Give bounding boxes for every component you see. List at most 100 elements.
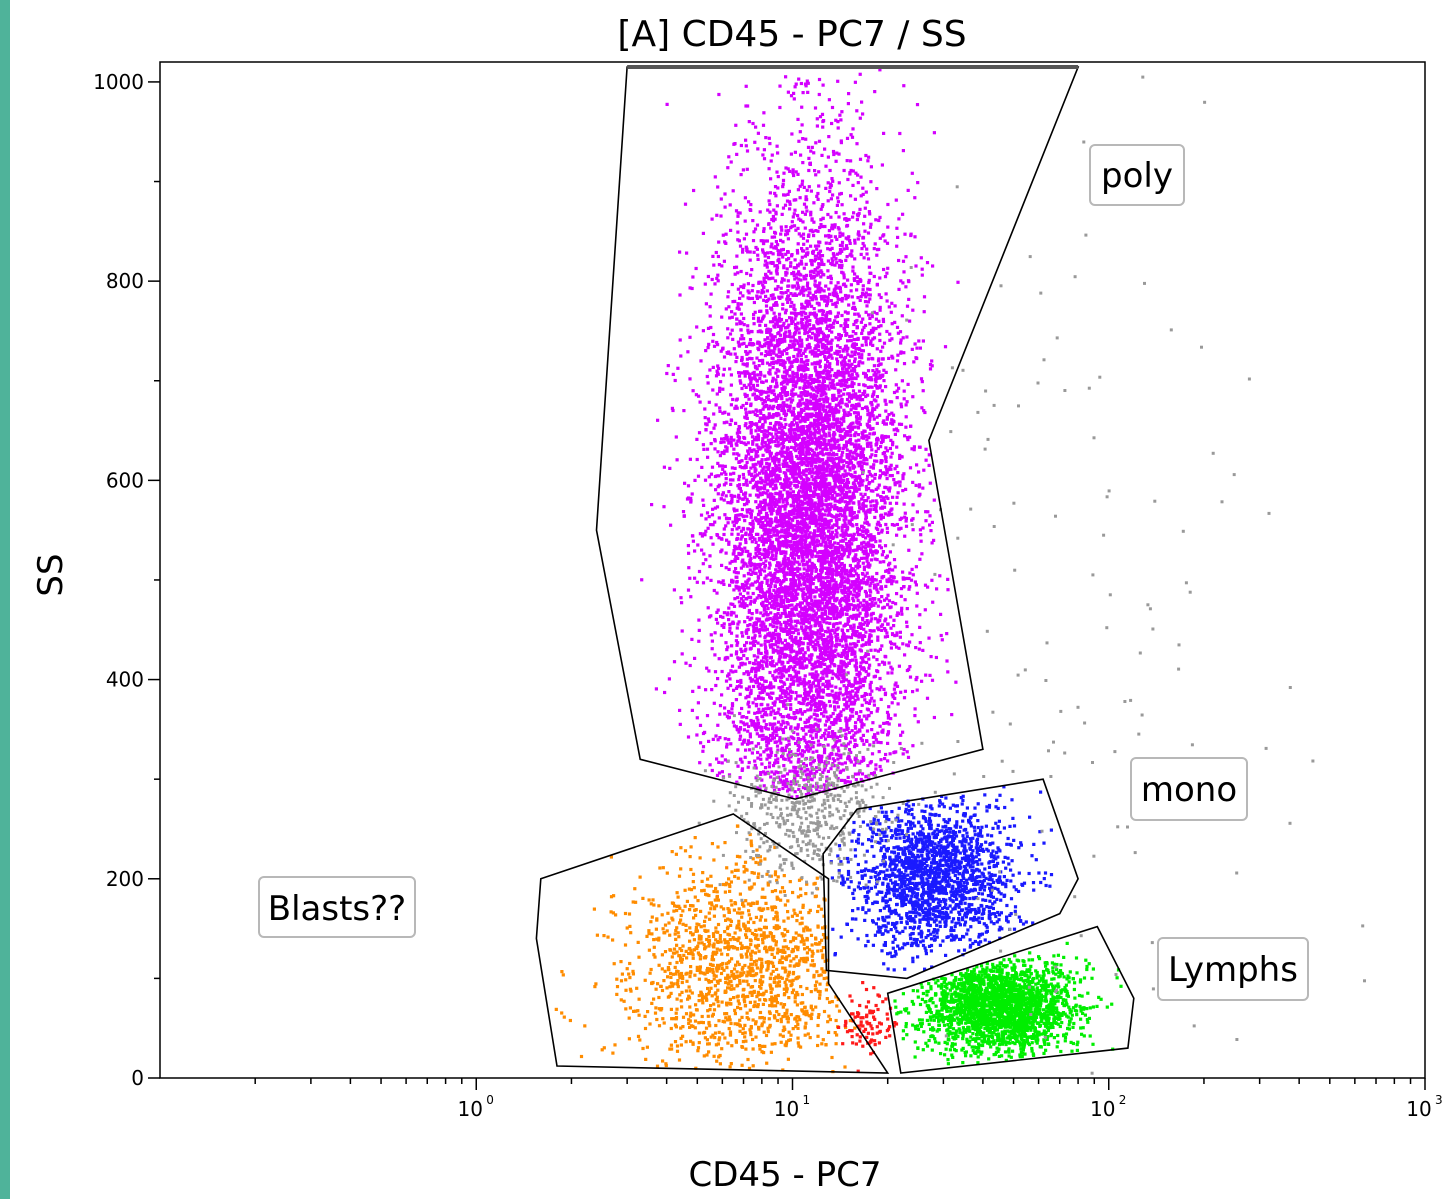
event-dot xyxy=(771,459,775,463)
event-dot xyxy=(765,309,769,313)
event-dot xyxy=(806,626,810,630)
event-dot xyxy=(768,500,772,504)
event-dot xyxy=(752,722,756,726)
event-dot xyxy=(768,596,772,601)
event-dot xyxy=(771,633,775,637)
event-dot xyxy=(856,374,860,378)
event-dot xyxy=(776,588,780,592)
event-dot xyxy=(803,82,808,86)
event-dot xyxy=(858,681,863,685)
event-dot xyxy=(878,236,882,240)
event-dot xyxy=(829,261,833,265)
event-dot xyxy=(805,209,809,213)
event-dot xyxy=(870,474,874,478)
event-dot xyxy=(713,474,717,479)
event-dot xyxy=(811,293,815,297)
event-dot xyxy=(756,316,761,320)
event-dot xyxy=(809,703,814,707)
event-dot xyxy=(802,401,806,405)
event-dot xyxy=(816,785,821,789)
event-dot xyxy=(807,185,811,189)
event-dot xyxy=(816,353,820,357)
event-dot xyxy=(764,474,768,478)
event-dot xyxy=(831,259,835,263)
event-dot xyxy=(857,588,861,592)
event-dot xyxy=(891,495,895,499)
event-dot xyxy=(805,359,809,363)
event-dot xyxy=(817,700,822,704)
event-dot xyxy=(780,611,784,616)
event-dot xyxy=(735,685,739,689)
event-dot xyxy=(769,470,773,474)
event-dot xyxy=(801,91,805,95)
event-dot xyxy=(891,443,895,447)
event-dot xyxy=(803,697,807,701)
event-dot xyxy=(796,415,800,419)
event-dot xyxy=(800,105,804,109)
event-dot xyxy=(795,248,799,253)
event-dot xyxy=(837,550,841,554)
event-dot xyxy=(805,390,809,394)
event-dot xyxy=(939,612,943,616)
event-dot xyxy=(822,705,826,709)
event-dot xyxy=(774,322,778,326)
event-dot xyxy=(720,624,724,628)
event-dot xyxy=(759,757,763,761)
event-dot xyxy=(782,721,786,725)
event-dot xyxy=(886,713,890,717)
event-dot xyxy=(791,410,795,414)
event-dot xyxy=(799,694,803,698)
event-dot xyxy=(717,580,721,584)
event-dot xyxy=(878,68,882,72)
event-dot xyxy=(860,759,864,763)
event-dot xyxy=(876,740,880,744)
event-dot xyxy=(875,385,879,389)
event-dot xyxy=(755,247,759,251)
event-dot xyxy=(785,297,789,301)
event-dot xyxy=(827,495,831,499)
event-dot xyxy=(750,723,754,727)
event-dot xyxy=(767,737,771,741)
event-dot xyxy=(853,404,857,408)
event-dot xyxy=(857,674,861,678)
event-dot xyxy=(719,497,723,501)
event-dot xyxy=(816,655,820,659)
event-dot xyxy=(872,504,876,508)
event-dot xyxy=(729,482,733,486)
event-dot xyxy=(716,461,720,465)
event-dot xyxy=(927,636,931,640)
event-dot xyxy=(843,410,847,414)
event-dot xyxy=(747,724,751,729)
event-dot xyxy=(875,709,879,713)
event-dot xyxy=(784,229,788,233)
event-dot xyxy=(785,597,789,601)
event-dot xyxy=(764,511,769,515)
event-dot xyxy=(766,473,770,477)
event-dot xyxy=(774,371,778,375)
event-dot xyxy=(771,650,775,654)
event-dot xyxy=(849,168,853,173)
event-dot xyxy=(850,473,854,477)
event-dot xyxy=(853,307,857,311)
event-dot xyxy=(724,679,729,683)
event-dot xyxy=(819,340,823,344)
event-dot xyxy=(732,471,736,475)
event-dot xyxy=(908,435,912,439)
event-dot xyxy=(795,504,799,508)
event-dot xyxy=(878,413,882,417)
event-dot xyxy=(773,700,777,704)
event-dot xyxy=(789,703,793,707)
event-dot xyxy=(754,438,758,442)
event-dot xyxy=(823,224,827,229)
event-dot xyxy=(842,672,846,676)
event-dot xyxy=(761,733,765,737)
event-dot xyxy=(859,447,863,451)
event-dot xyxy=(775,577,779,581)
event-dot xyxy=(718,464,722,468)
event-dot xyxy=(814,385,818,389)
event-dot xyxy=(718,712,722,716)
event-dot xyxy=(833,351,837,355)
event-dot xyxy=(818,338,822,342)
event-dot xyxy=(862,723,866,727)
